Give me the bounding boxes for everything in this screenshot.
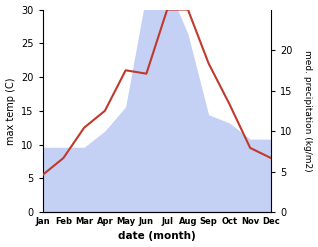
Y-axis label: med. precipitation (kg/m2): med. precipitation (kg/m2) [303,50,313,172]
Y-axis label: max temp (C): max temp (C) [5,77,16,144]
X-axis label: date (month): date (month) [118,231,196,242]
